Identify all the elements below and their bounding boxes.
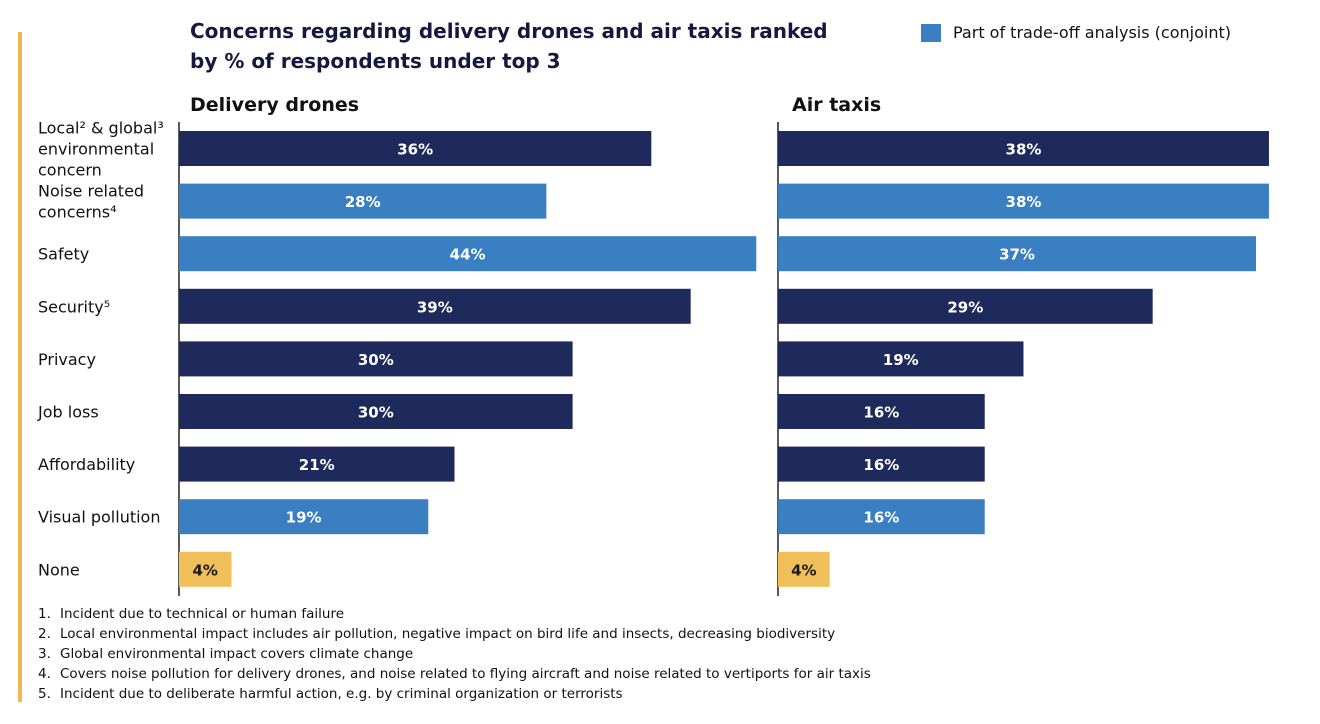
delivery-drones-bar-label-4: 39% [417,298,453,316]
category-label-1: Local² & global³ environmental concern [38,119,164,180]
air-taxis-bar-2 [778,183,1269,219]
footnote-4: 4. Covers noise pollution for delivery dr… [38,664,871,684]
legend-label: Part of trade-off analysis (conjoint) [953,23,1231,42]
legend-swatch [921,23,941,42]
category-label-6: Job loss [37,403,99,422]
air-taxis-panel-title: Air taxis [792,94,882,116]
air-taxis-bar-6 [778,394,985,429]
accent-line [18,32,22,702]
delivery-drones-bar-label-6: 30% [358,404,394,422]
bar-chart: Local² & global³ environmental concernNois… [37,119,1269,596]
footnote-text: Global environmental impact covers clima… [60,646,414,662]
footnote-number: 4. [38,666,51,682]
category-label-9: None [38,560,80,579]
category-label-7: Affordability [38,455,135,474]
delivery-drones-bar-2 [179,183,547,219]
footnote-text: Local environmental impact includes air … [60,626,836,642]
delivery-drones-bar-6 [179,394,573,429]
air-taxis-bar-label-4: 29% [947,298,983,316]
air-taxis-bar-7 [778,446,985,482]
category-label-4: Security⁵ [38,297,110,316]
footnote-text: Incident due to deliberate harmful actio… [60,686,623,702]
delivery-drones-bar-label-9: 4% [193,561,218,579]
delivery-drones-bar-3 [179,236,757,272]
delivery-drones-bar-9 [179,551,232,587]
category-label-5: Privacy [38,350,96,369]
delivery-drones-panel-title: Delivery drones [190,94,360,116]
air-taxis-bar-label-7: 16% [863,456,899,474]
air-taxis-bar-9 [778,551,830,587]
footnotes: 1. Incident due to technical or human fai… [38,604,871,704]
air-taxis-bar-label-5: 19% [883,351,919,369]
air-taxis-bar-5 [778,341,1024,377]
air-taxis-bar-label-1: 38% [1006,141,1042,159]
footnote-3: 3. Global environmental impact covers cli… [38,644,871,664]
delivery-drones-bar-1 [179,131,652,166]
delivery-drones-bar-label-3: 44% [450,246,486,264]
footnote-1: 1. Incident due to technical or human fai… [38,604,871,624]
delivery-drones-bar-label-5: 30% [358,351,394,369]
air-taxis-bar-label-3: 37% [999,246,1035,264]
delivery-drones-bar-label-7: 21% [299,456,335,474]
delivery-drones-bar-7 [179,446,455,482]
air-taxis-bar-4 [778,288,1153,324]
footnote-number: 2. [38,626,51,642]
air-taxis-bar-label-9: 4% [791,561,816,579]
air-taxis-bar-label-6: 16% [863,404,899,422]
footnote-text: Incident due to technical or human failu… [60,606,345,622]
delivery-drones-bar-label-2: 28% [345,193,381,211]
footnote-2: 2. Local environmental impact includes ai… [38,624,871,644]
air-taxis-bar-label-8: 16% [863,509,899,527]
footnote-number: 1. [38,606,51,622]
delivery-drones-bar-label-1: 36% [397,141,433,159]
air-taxis-bar-8 [778,499,985,535]
footnote-number: 5. [38,686,51,702]
legend: Part of trade-off analysis (conjoint) [921,23,1231,42]
footnote-text: Covers noise pollution for delivery dron… [60,666,871,682]
air-taxis-bar-1 [778,131,1269,166]
chart-title: Concerns regarding delivery drones and a… [190,16,828,76]
category-label-2: Noise related concerns⁴ [38,182,144,222]
delivery-drones-bar-5 [179,341,573,377]
category-label-3: Safety [38,245,89,264]
air-taxis-bar-label-2: 38% [1006,193,1042,211]
footnote-number: 3. [38,646,51,662]
footnote-5: 5. Incident due to deliberate harmful act… [38,684,871,704]
air-taxis-bar-3 [778,236,1257,272]
delivery-drones-bar-label-8: 19% [286,509,322,527]
delivery-drones-bar-4 [179,288,691,324]
chart-title-line-2: by % of respondents under top 3 [190,49,561,73]
chart-title-line-1: Concerns regarding delivery drones and a… [190,19,828,43]
delivery-drones-bar-8 [179,499,429,535]
category-label-8: Visual pollution [38,508,160,527]
